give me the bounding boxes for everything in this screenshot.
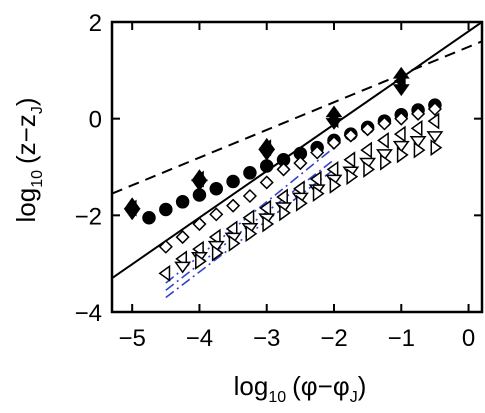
point-filled-left-triangle-0 xyxy=(124,199,137,217)
point-open-left-triangle-3 xyxy=(208,228,221,246)
y-axis-label: log10(z−zJ) xyxy=(11,97,46,222)
point-open-diamond-7 xyxy=(276,162,291,177)
point-open-right-triangle-10 xyxy=(363,160,376,178)
point-open-left-triangle-9 xyxy=(309,170,322,188)
point-open-diamond-11 xyxy=(343,128,358,143)
point-filled-circle-7 xyxy=(259,159,274,173)
point-open-right-triangle-13 xyxy=(413,141,426,159)
x-tick-label: −3 xyxy=(253,325,280,352)
point-open-left-triangle-6 xyxy=(259,199,272,217)
point-open-down-triangle-14 xyxy=(409,136,427,148)
point-open-right-triangle-1 xyxy=(211,244,224,262)
point-open-left-triangle-11 xyxy=(343,151,356,169)
y-tick-label: 2 xyxy=(89,10,102,37)
point-open-right-triangle-7 xyxy=(312,185,325,203)
point-filled-circle-2 xyxy=(175,195,190,209)
tick-labels: −5 −4 −3 −2 −1 0 −4 −2 0 2 xyxy=(75,10,476,352)
point-open-down-triangle-0 xyxy=(174,261,192,274)
point-filled-circle-4 xyxy=(209,182,224,196)
point-open-right-triangle-9 xyxy=(346,168,359,186)
point-open-right-triangle-0 xyxy=(195,252,207,270)
point-open-down-triangle-15 xyxy=(426,131,444,143)
point-open-left-triangle-4 xyxy=(225,220,238,238)
point-open-diamond-8 xyxy=(293,156,308,171)
x-tick-label: −2 xyxy=(320,325,347,352)
point-filled-circle-6 xyxy=(243,166,257,180)
point-open-diamond-2 xyxy=(192,216,207,232)
point-open-right-triangle-8 xyxy=(329,176,342,194)
point-filled-circle-3 xyxy=(192,188,207,202)
point-open-right-triangle-11 xyxy=(380,153,392,171)
y-tick-label: −4 xyxy=(75,300,102,327)
point-open-diamond-16 xyxy=(427,101,442,117)
point-filled-left-triangle-1 xyxy=(192,170,204,188)
x-tick-label: 0 xyxy=(462,325,475,352)
point-open-right-triangle-12 xyxy=(396,146,409,164)
point-open-left-triangle-13 xyxy=(377,131,389,149)
point-open-left-triangle-10 xyxy=(326,160,339,178)
x-tick-label: −1 xyxy=(388,325,415,352)
x-axis-label: log10 (φ−φJ) xyxy=(234,371,367,406)
point-open-diamond-3 xyxy=(209,207,224,222)
x-tick-label: −5 xyxy=(118,325,145,352)
point-open-left-triangle-5 xyxy=(242,209,255,227)
point-open-diamond-6 xyxy=(259,175,274,190)
point-open-diamond-5 xyxy=(242,188,257,204)
fit-line-dashed-0 xyxy=(112,40,482,195)
point-filled-circle-1 xyxy=(159,202,173,217)
point-filled-circle-0 xyxy=(142,211,156,225)
point-filled-left-triangle-4 xyxy=(393,72,406,90)
point-open-right-triangle-3 xyxy=(245,225,258,243)
point-open-diamond-1 xyxy=(175,230,190,245)
point-open-right-triangle-6 xyxy=(295,194,308,212)
point-open-left-triangle-7 xyxy=(276,188,288,206)
point-open-right-triangle-4 xyxy=(262,215,275,233)
point-open-left-triangle-14 xyxy=(393,125,406,143)
point-open-left-triangle-15 xyxy=(410,119,423,137)
axis-ticks xyxy=(112,21,482,313)
point-open-left-triangle-12 xyxy=(360,141,373,159)
point-open-diamond-10 xyxy=(326,135,342,150)
point-filled-left-triangle-3 xyxy=(326,111,339,129)
point-open-left-triangle-8 xyxy=(292,180,305,198)
x-tick-label: −4 xyxy=(186,325,213,352)
plot-frame xyxy=(110,20,484,314)
point-open-diamond-14 xyxy=(394,111,409,126)
y-tick-label: 0 xyxy=(89,107,102,134)
point-open-down-triangle-13 xyxy=(392,140,410,153)
point-open-diamond-12 xyxy=(360,122,375,137)
point-open-right-triangle-2 xyxy=(228,234,241,252)
point-filled-left-triangle-2 xyxy=(259,139,272,157)
point-filled-down-triangle-4 xyxy=(392,84,410,97)
y-tick-label: −2 xyxy=(75,203,102,230)
point-open-right-triangle-5 xyxy=(279,204,291,222)
point-filled-circle-5 xyxy=(226,174,240,189)
point-open-diamond-4 xyxy=(226,198,241,213)
point-open-left-triangle-16 xyxy=(427,112,440,130)
point-open-right-triangle-14 xyxy=(430,139,443,157)
point-open-diamond-15 xyxy=(411,106,426,121)
data-markers xyxy=(123,66,444,282)
point-open-left-triangle-0 xyxy=(158,264,171,282)
point-open-diamond-13 xyxy=(377,116,392,131)
point-open-diamond-9 xyxy=(310,145,325,160)
point-open-diamond-0 xyxy=(158,239,173,254)
